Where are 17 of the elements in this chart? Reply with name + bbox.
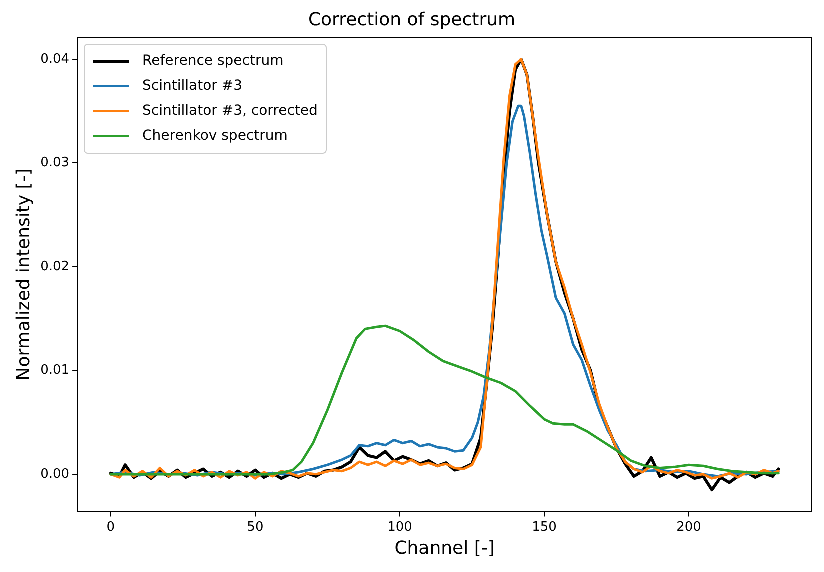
y-axis-title: Normalized intensity [-] (13, 168, 34, 381)
x-axis-title: Channel [-] (394, 538, 495, 559)
chart-title: Correction of spectrum (308, 9, 516, 30)
x-tick-label: 50 (247, 520, 264, 535)
legend-label: Scintillator #3, corrected (142, 102, 318, 121)
x-tick-label: 200 (676, 520, 702, 535)
y-tick-label: 0.00 (40, 466, 70, 482)
legend-label: Scintillator #3 (142, 76, 243, 96)
y-tick-label: 0.04 (40, 52, 70, 67)
x-tick-label: 150 (532, 520, 557, 535)
legend-label: Reference spectrum (142, 52, 284, 71)
x-tick-label: 0 (106, 520, 116, 535)
y-tick-label: 0.02 (40, 259, 70, 274)
x-tick-label: 100 (388, 520, 412, 535)
y-tick-label: 0.03 (40, 156, 70, 171)
legend-label: Cherenkov spectrum (142, 126, 288, 146)
y-tick-label: 0.01 (40, 363, 70, 378)
